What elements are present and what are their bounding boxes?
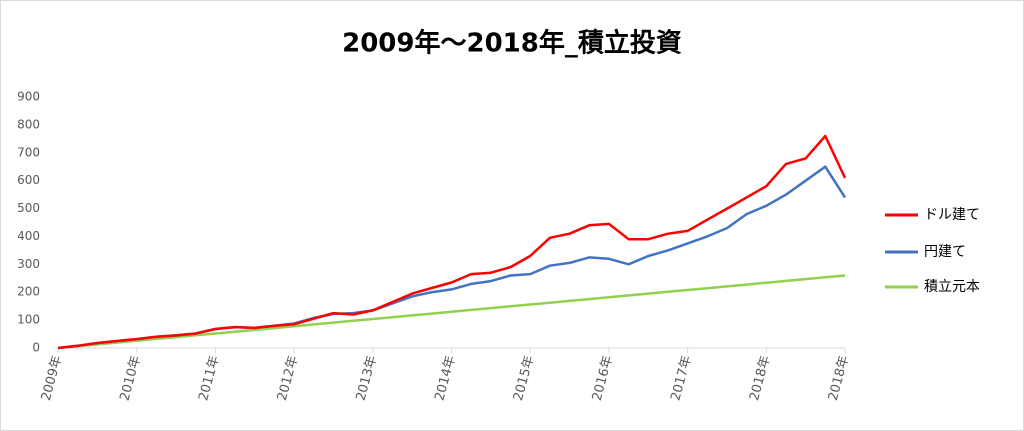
series-line: [57, 274, 846, 350]
series-line: [57, 134, 847, 350]
y-tick-label: 400: [17, 229, 40, 243]
y-tick-label: 800: [17, 117, 40, 131]
y-tick-label: 100: [17, 313, 40, 327]
y-tick-label: 200: [17, 285, 40, 299]
legend-label: 積立元本: [924, 279, 980, 295]
y-tick-label: 700: [17, 145, 40, 159]
legend-label: ドル建て: [924, 207, 980, 223]
y-tick-label: 0: [32, 341, 40, 355]
y-tick-label: 600: [17, 173, 40, 187]
y-tick-label: 900: [17, 90, 40, 104]
chart-title: 2009年～2018年_積立投資: [342, 28, 682, 59]
y-tick-label: 500: [17, 201, 40, 215]
y-tick-label: 300: [17, 257, 40, 271]
legend-label: 円建て: [924, 244, 966, 260]
